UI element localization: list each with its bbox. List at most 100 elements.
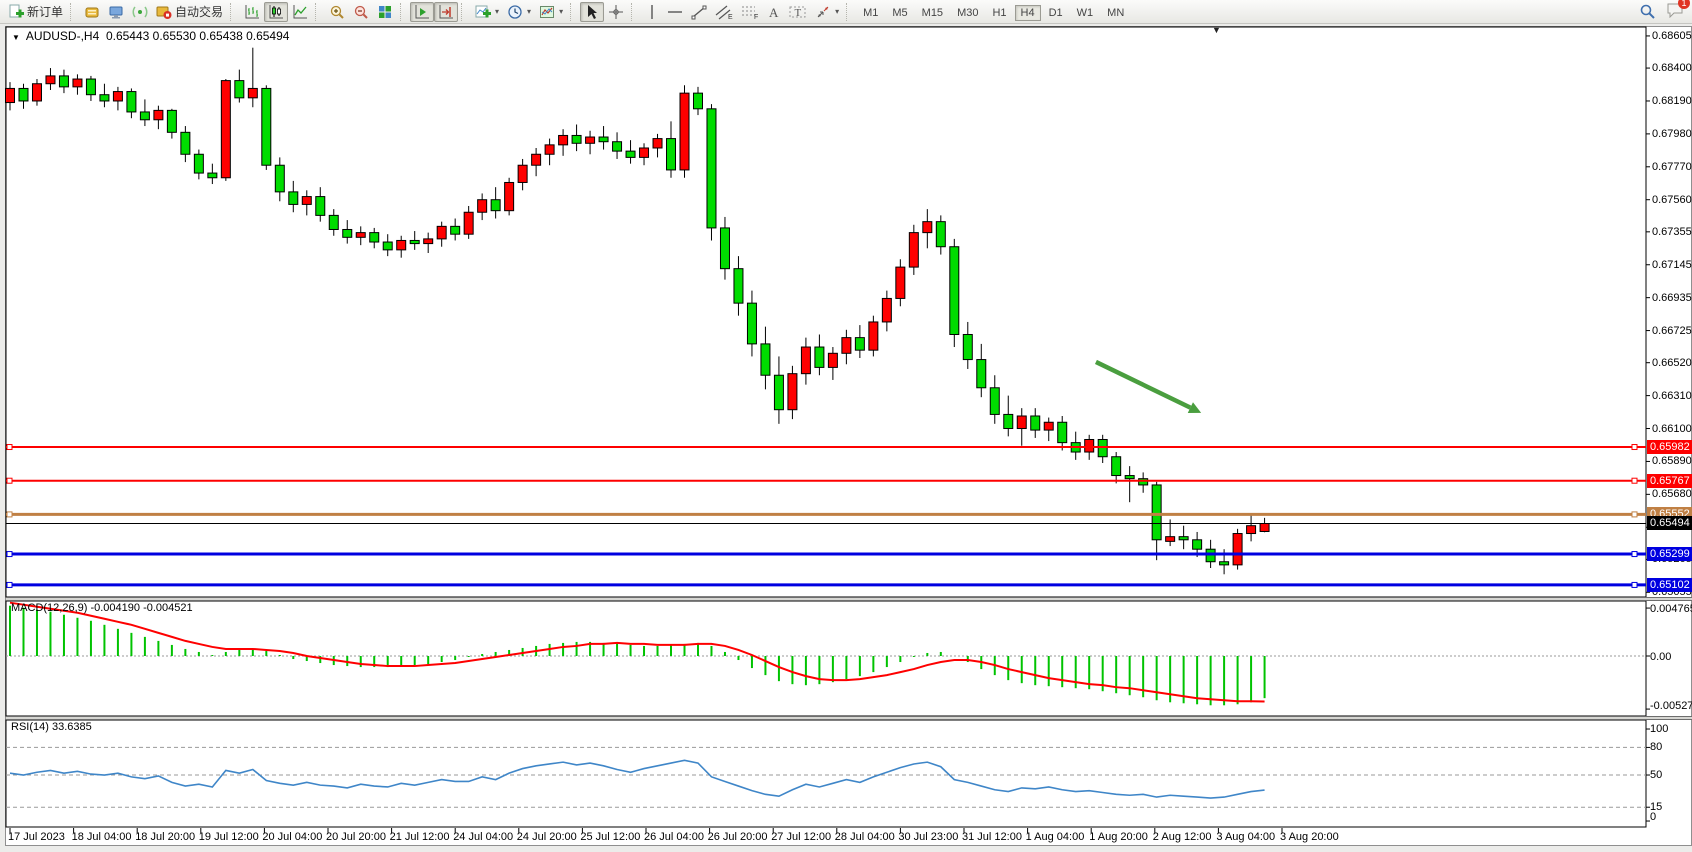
time-axis-label[interactable]: 20 Jul 20:00 (326, 831, 386, 843)
chart-shift-button[interactable] (434, 1, 459, 22)
timeframe-button-m15[interactable]: M15 (921, 6, 944, 19)
zoom-in-button[interactable] (325, 2, 349, 22)
search-icon[interactable] (1639, 3, 1656, 20)
timeframe-button-d1[interactable]: D1 (1048, 6, 1063, 19)
time-axis-label[interactable]: 27 Jul 12:00 (771, 831, 832, 843)
line-handle[interactable] (6, 511, 13, 518)
notifications-button[interactable]: 1 (1666, 0, 1690, 21)
line-handle[interactable] (1631, 477, 1638, 484)
timeframe-button-m5[interactable]: M5 (892, 6, 908, 19)
vertical-line-button[interactable] (641, 2, 663, 22)
rsi-axis-label[interactable]: 100 (1650, 723, 1669, 736)
auto-trading-button[interactable]: 自动交易 (152, 2, 227, 22)
candlestick-chart-button[interactable] (264, 1, 289, 22)
symbol-menu-icon[interactable]: ▼ (12, 33, 20, 42)
horizontal-line-button[interactable] (663, 2, 687, 22)
time-axis-label[interactable]: 18 Jul 20:00 (135, 831, 196, 843)
line-price-label[interactable]: 0.65767 (1647, 473, 1692, 488)
price-tick-label[interactable]: 0.67355 (1652, 225, 1692, 238)
trendline-button[interactable] (687, 2, 711, 22)
cursor-button[interactable] (580, 1, 605, 22)
line-handle[interactable] (6, 581, 13, 588)
line-handle[interactable] (1631, 444, 1638, 451)
bar-chart-button[interactable] (240, 2, 264, 22)
time-axis-label[interactable]: 26 Jul 20:00 (707, 831, 768, 843)
fibonacci-button[interactable]: F (737, 2, 763, 22)
line-handle[interactable] (1631, 511, 1638, 518)
market-depth-button[interactable] (80, 2, 104, 22)
time-axis-label[interactable]: 18 Jul 04:00 (71, 831, 132, 843)
price-tick-label[interactable]: 0.66935 (1652, 291, 1692, 304)
rsi-axis-label[interactable]: 50 (1650, 769, 1663, 782)
auto-scroll-button[interactable] (410, 1, 435, 22)
macd-axis-label[interactable]: 0.004765 (1650, 603, 1692, 616)
line-chart-button[interactable] (288, 2, 312, 22)
new-order-button[interactable]: 新订单 (4, 2, 67, 22)
price-tick-label[interactable]: 0.67560 (1652, 193, 1692, 206)
time-axis-label[interactable]: 1 Aug 04:00 (1025, 831, 1085, 843)
rsi-axis-label[interactable]: 0 (1650, 811, 1657, 823)
macd-axis-label[interactable]: -0.005276 (1650, 700, 1692, 712)
time-axis-label[interactable]: 26 Jul 04:00 (644, 831, 704, 843)
price-tick-label[interactable]: 0.65890 (1652, 455, 1692, 468)
line-handle[interactable] (1631, 551, 1638, 558)
time-axis-label[interactable]: 1 Aug 20:00 (1089, 831, 1148, 843)
text-button[interactable]: A (763, 2, 785, 22)
price-tick-label[interactable]: 0.68400 (1652, 62, 1692, 75)
line-handle[interactable] (6, 477, 13, 484)
time-axis-label[interactable]: 30 Jul 23:00 (898, 831, 959, 843)
line-price-label[interactable]: 0.65102 (1647, 577, 1692, 592)
time-axis-label[interactable]: 19 Jul 12:00 (198, 831, 259, 843)
price-tick-label[interactable]: 0.67145 (1652, 258, 1692, 271)
timeframe-button-m1[interactable]: M1 (863, 6, 879, 19)
price-tick-label[interactable]: 0.65680 (1652, 488, 1692, 501)
price-tick-label[interactable]: 0.68605 (1652, 29, 1692, 42)
time-axis-label[interactable]: 25 Jul 12:00 (580, 831, 641, 843)
price-tick-label[interactable]: 0.66520 (1652, 356, 1692, 369)
rsi-axis-label[interactable]: 80 (1650, 741, 1663, 754)
time-axis-label[interactable]: 28 Jul 04:00 (834, 831, 895, 843)
time-axis-label[interactable]: 2 Aug 12:00 (1152, 831, 1212, 843)
timeframe-button-w1[interactable]: W1 (1076, 6, 1094, 19)
crosshair-button[interactable] (604, 2, 628, 22)
time-axis-label[interactable]: 20 Jul 04:00 (262, 831, 323, 843)
line-handle[interactable] (1631, 581, 1638, 588)
timeframe-button-h1[interactable]: H1 (992, 6, 1007, 19)
terminal-button[interactable] (104, 2, 128, 22)
time-axis-label[interactable]: 31 Jul 12:00 (962, 831, 1022, 843)
line-handle[interactable] (6, 444, 13, 451)
time-axis-label[interactable]: 3 Aug 20:00 (1280, 831, 1339, 843)
macd-axis-label[interactable]: 0.00 (1650, 651, 1672, 663)
time-axis-label[interactable]: 24 Jul 04:00 (453, 831, 514, 843)
price-tick-label[interactable]: 0.66725 (1652, 324, 1692, 337)
zoom-out-button[interactable] (349, 2, 373, 22)
arrow-annotation-line[interactable] (1094, 359, 1192, 410)
timeframe-button-mn[interactable]: MN (1107, 6, 1125, 19)
arrows-button[interactable]: ▾ (811, 2, 843, 22)
time-axis-label[interactable]: 21 Jul 12:00 (389, 831, 450, 843)
time-axis-label[interactable]: 17 Jul 2023 (8, 831, 65, 843)
signals-button[interactable] (128, 2, 152, 22)
equidistant-channel-button[interactable]: E (711, 2, 737, 22)
indicators-button[interactable]: ▾ (471, 2, 503, 22)
arrow-annotation-head[interactable] (1187, 402, 1202, 414)
time-axis-label[interactable]: 3 Aug 04:00 (1216, 831, 1276, 843)
time-axis-label[interactable]: 24 Jul 20:00 (516, 831, 577, 843)
rsi-pane-splitter[interactable] (6, 716, 1692, 720)
price-tick-label[interactable]: 0.67770 (1652, 160, 1692, 173)
chart-shift-marker[interactable]: ▼ (1212, 25, 1221, 35)
periods-button[interactable]: ▾ (503, 2, 535, 22)
macd-pane-splitter[interactable] (6, 597, 1692, 601)
text-label-button[interactable]: T (785, 2, 811, 22)
price-tick-label[interactable]: 0.67980 (1652, 127, 1692, 140)
line-handle[interactable] (6, 551, 13, 558)
timeframe-button-h4[interactable]: H4 (1014, 4, 1041, 21)
line-price-label[interactable]: 0.65982 (1647, 440, 1692, 455)
tile-windows-button[interactable] (373, 2, 397, 22)
line-price-label[interactable]: 0.65299 (1647, 547, 1692, 562)
price-tick-label[interactable]: 0.66310 (1652, 389, 1692, 402)
price-tick-label[interactable]: 0.66100 (1652, 422, 1692, 435)
timeframe-button-m30[interactable]: M30 (957, 6, 979, 19)
rsi-axis-label[interactable]: 15 (1650, 801, 1663, 814)
price-tick-label[interactable]: 0.68190 (1652, 94, 1692, 107)
